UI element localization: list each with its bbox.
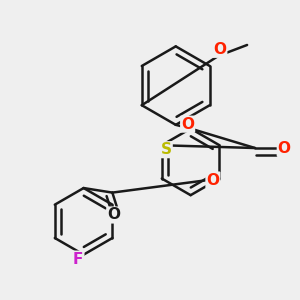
Text: O: O: [181, 117, 194, 132]
Text: O: O: [278, 140, 291, 155]
Text: O: O: [107, 208, 120, 223]
Text: O: O: [206, 172, 219, 188]
Text: O: O: [213, 42, 226, 57]
Text: F: F: [73, 252, 83, 267]
Text: S: S: [161, 142, 172, 157]
